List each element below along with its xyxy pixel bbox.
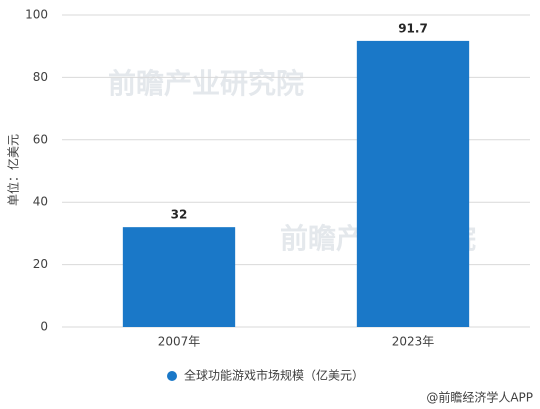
y-tick-label: 80	[33, 70, 48, 84]
x-tick-label: 2007年	[158, 335, 201, 349]
y-tick-label: 60	[33, 132, 48, 146]
y-tick-label: 20	[33, 257, 48, 271]
bar	[122, 227, 236, 327]
source: @前瞻经济学人APP	[426, 390, 533, 405]
watermark: 前瞻产业研究院	[108, 67, 304, 100]
y-axis-label: 单位：亿美元	[6, 134, 21, 206]
data-label: 32	[171, 208, 188, 222]
x-tick-label: 2023年	[392, 335, 435, 349]
y-tick-label: 0	[40, 320, 48, 334]
y-tick-label: 100	[25, 8, 48, 22]
legend-marker	[167, 371, 177, 381]
legend-label: 全球功能游戏市场规模（亿美元）	[184, 368, 364, 383]
bar	[356, 40, 470, 328]
y-tick-label: 40	[33, 195, 48, 209]
data-label: 91.7	[398, 21, 428, 35]
